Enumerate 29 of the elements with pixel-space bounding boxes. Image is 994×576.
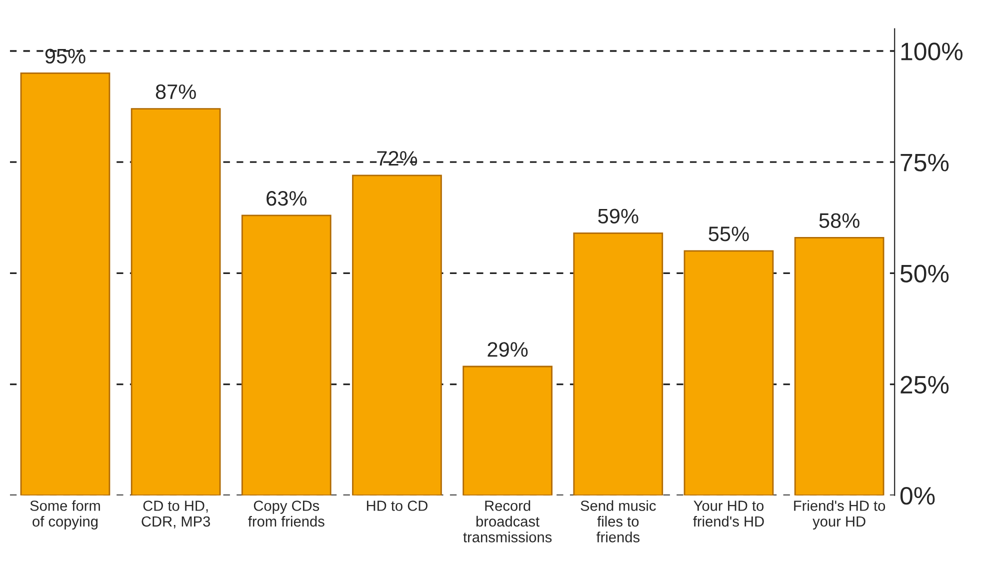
x-tick-label: Some form of copying bbox=[30, 500, 100, 530]
bar bbox=[130, 108, 221, 496]
x-tick-label: Send music files to friends bbox=[580, 500, 656, 542]
bar bbox=[684, 250, 774, 496]
bar bbox=[462, 366, 552, 496]
x-tick-label: HD to CD bbox=[366, 500, 428, 511]
bar bbox=[794, 236, 884, 496]
x-tick-label: Copy CDs from friends bbox=[248, 500, 324, 527]
data-label: 29% bbox=[488, 342, 528, 357]
data-label: 95% bbox=[45, 48, 86, 64]
bar bbox=[241, 214, 332, 496]
y-tick-label: 50% bbox=[900, 264, 949, 282]
y-tick-label: 25% bbox=[900, 376, 949, 394]
data-label: 59% bbox=[598, 208, 638, 224]
data-label: 63% bbox=[266, 191, 307, 206]
y-tick-label: 75% bbox=[900, 154, 949, 172]
bar bbox=[20, 72, 110, 496]
data-label: 87% bbox=[156, 84, 196, 100]
x-tick-label: CD to HD, CDR, MP3 bbox=[142, 500, 210, 528]
x-tick-label: Record broadcast transmissions bbox=[463, 500, 552, 542]
x-tick-label: Your HD to friend's HD bbox=[693, 500, 764, 527]
y-tick-label: 0% bbox=[900, 486, 935, 505]
bar bbox=[352, 174, 442, 496]
bar bbox=[573, 232, 664, 496]
y-tick-label: 100% bbox=[901, 42, 963, 60]
data-label: 72% bbox=[377, 151, 418, 166]
data-label: 55% bbox=[708, 226, 749, 242]
x-tick-label: Friend's HD to your HD bbox=[794, 500, 886, 530]
data-label: 58% bbox=[819, 213, 860, 228]
